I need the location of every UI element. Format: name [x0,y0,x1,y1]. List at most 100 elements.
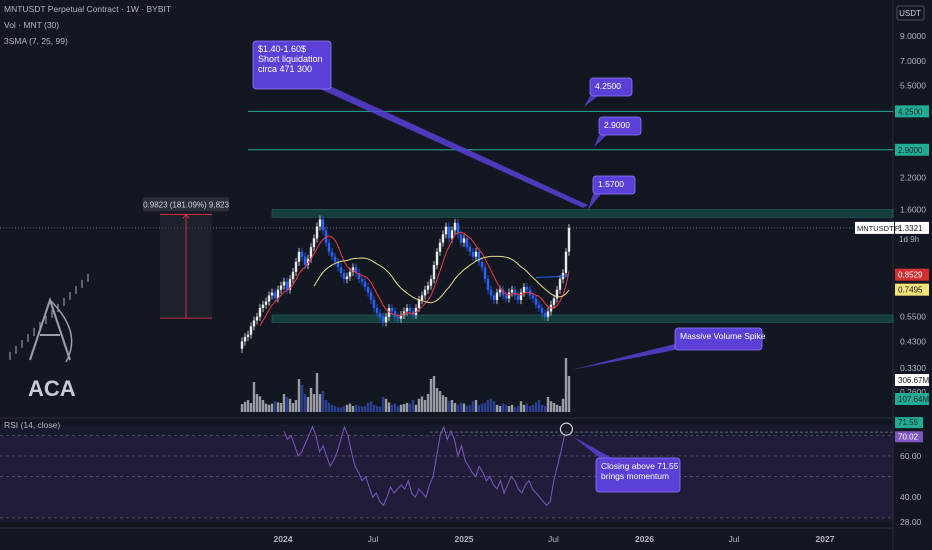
rsi-callout-text: brings momentum [601,471,669,481]
candle-body [471,251,475,257]
candle-body [567,227,571,252]
candle-body [474,251,478,257]
price-tick-label: 0.5500 [900,312,926,322]
volume-bar [561,398,565,412]
volume-bar [291,403,295,412]
candle-body [294,261,298,272]
countdown-label: 1d 9h [899,235,919,244]
candle-body [261,304,265,309]
volume-bar [453,403,457,412]
candle-body [372,299,376,309]
volume-bar [477,404,481,412]
measure-label-bg [143,197,229,212]
candle-body [426,285,430,290]
volume-bar [456,404,460,412]
candle-body [318,219,322,227]
candle-body [336,261,340,268]
candle-body [468,247,472,252]
volume-bar [348,403,352,412]
candle-body [300,251,304,257]
candle-body [378,313,382,317]
candle-body [273,292,277,299]
volume-bar [468,404,472,412]
price-badge-label: 0.8529 [898,271,923,280]
volume-bar [408,403,412,412]
volume-bar [297,379,301,412]
candle-body [489,289,493,296]
candle-body [258,308,262,317]
volume-bar [411,400,415,412]
candle-body [504,295,508,299]
volume-bar [513,407,517,412]
volume-bar [324,400,328,412]
volume-bar [474,400,478,412]
time-tick-label: Jul [729,534,740,544]
candle-body [366,286,370,293]
volume-bar [486,400,490,412]
candle-body [249,326,253,335]
candle-body [408,308,412,312]
price-tick-label: 9.0000 [900,31,926,41]
volume-bar [288,398,292,412]
volume-bar [429,379,433,412]
support-zone-1 [271,314,894,323]
rsi-callout-text: Closing above 71.55 [601,461,679,471]
level-callout-1570-pointer [588,194,601,210]
level-callout-2900 [598,116,642,136]
candle-body [288,279,292,290]
candle-body [555,289,559,299]
candle-body [333,256,337,262]
volume-bar [303,394,307,412]
volume-bar [369,401,373,412]
volume-spike-callout-pointer [571,344,675,370]
candle-body [264,301,268,305]
liquidation-callout-text: $1.40-1.60$ [258,44,306,54]
currency-label: USDT [899,9,921,18]
candle-body [507,292,511,299]
measure-arrowhead [182,213,190,219]
candle-body [369,292,373,300]
volume-bar [459,402,463,412]
candle-body [525,286,529,290]
price-badge [895,143,929,156]
volume-bar [339,407,343,412]
candle-body [267,295,271,302]
candle-body [360,279,364,282]
volume-bar [273,401,277,412]
price-badge-label: 0.7495 [898,286,923,295]
logo-mark [29,296,71,361]
price-badge [895,221,929,234]
sma-line-99 [535,274,570,279]
candle-body [450,230,454,239]
symbol-tag-label: MNTUSDT.P [857,224,900,233]
rsi-tick-label: 60.00 [900,451,922,461]
time-tick-label: 2026 [635,534,654,544]
volume-bar [396,406,400,412]
volume-bar [414,404,418,412]
candle-body [297,251,301,262]
candle-body [453,222,457,231]
volume-bar [318,394,322,412]
volume-bar [432,376,436,412]
volume-bar [270,403,274,412]
volume-bar [327,403,331,412]
level-callout-1570-text: 1.5700 [598,179,624,189]
volume-bar [435,388,439,412]
candle-body [282,281,286,286]
candle-body [522,286,526,293]
volume-bar [312,394,316,412]
volume-bar [240,404,244,412]
volume-bar [276,402,280,412]
price-badge [895,268,929,281]
price-badge-label: 2.9000 [898,146,923,155]
candle-body [546,311,550,317]
volume-bar [567,376,571,412]
volume-bar [294,400,298,412]
price-tick-label: 7.0000 [900,56,926,66]
price-tick-label: 0.3300 [900,363,926,373]
volume-bar [444,397,448,412]
price-badge [895,105,929,118]
sma-legend: 3SMA (7, 25, 99) [4,36,68,46]
volume-bar [267,404,271,412]
